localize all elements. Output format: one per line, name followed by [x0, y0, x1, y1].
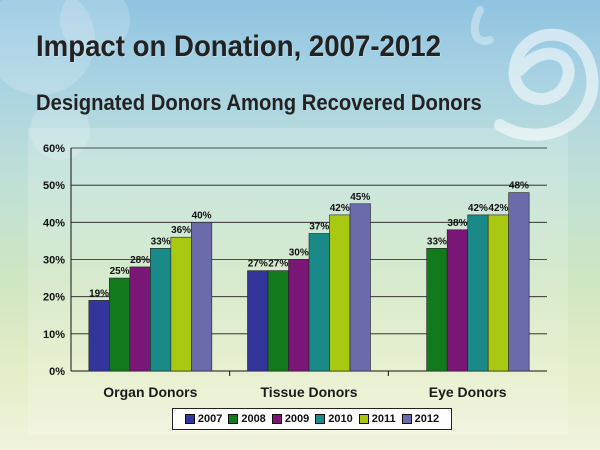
legend-label: 2008 [241, 413, 266, 425]
legend-item: 2011 [358, 413, 396, 425]
x-category-label: Eye Donors [429, 384, 507, 400]
bar [446, 229, 468, 372]
y-tick-label: 50% [43, 180, 65, 192]
data-label: 30% [289, 248, 309, 259]
bar [247, 270, 269, 372]
y-tick-label: 30% [43, 255, 65, 267]
data-label: 27% [248, 259, 268, 270]
bar [109, 277, 131, 372]
legend-swatch [358, 414, 369, 424]
data-label: 45% [350, 192, 370, 203]
legend-label: 2011 [371, 413, 396, 425]
bar [129, 266, 151, 372]
chart-area: 0% 10% 20% 30% 40% 50% 60% 19% 25% 28% 33% 36% 40% Or… [28, 128, 568, 435]
data-label: 28% [130, 255, 150, 266]
bar [170, 236, 192, 372]
data-label: 27% [268, 259, 288, 270]
bar [426, 248, 448, 372]
legend-item: 2009 [271, 413, 310, 425]
bar [349, 203, 371, 372]
bar [267, 270, 289, 372]
bar [288, 259, 310, 372]
bar [150, 248, 172, 372]
slide-subtitle: Designated Donors Among Recovered Donors [36, 90, 482, 115]
data-label: 40% [192, 210, 212, 221]
bar [329, 214, 351, 372]
y-tick-label: 10% [43, 329, 65, 341]
x-category-label: Tissue Donors [261, 384, 358, 400]
data-label: 42% [468, 203, 488, 214]
legend-swatch [315, 414, 326, 424]
bar-chart: 0%10%20%30%40%50%60%19%25%28%33%36%40%Or… [43, 143, 547, 400]
data-label: 48% [509, 181, 529, 192]
legend-swatch [184, 414, 195, 424]
bar [191, 222, 213, 372]
y-tick-label: 60% [43, 143, 65, 155]
legend-item: 2012 [401, 413, 440, 425]
legend-item: 2008 [228, 413, 266, 425]
bar [88, 300, 110, 372]
data-label: 42% [488, 203, 508, 214]
legend-item: 2007 [184, 413, 223, 425]
legend-item: 2010 [315, 413, 353, 425]
data-label: 36% [171, 225, 191, 236]
bar [508, 192, 530, 372]
legend-label: 2009 [284, 413, 310, 425]
data-label: 19% [89, 288, 109, 299]
bar [467, 214, 489, 372]
data-label: 42% [330, 203, 350, 214]
legend-swatch [401, 414, 412, 424]
bar [308, 233, 330, 372]
y-tick-label: 40% [43, 217, 65, 229]
data-label: 37% [309, 221, 329, 232]
legend-swatch [228, 414, 239, 424]
bar [487, 214, 509, 372]
legend-swatch [271, 414, 282, 424]
data-label: 33% [151, 236, 171, 247]
data-label: 38% [447, 218, 467, 229]
legend-label: 2012 [414, 413, 440, 425]
x-category-label: Organ Donors [103, 384, 197, 400]
y-tick-label: 0% [49, 366, 65, 378]
data-label: 33% [427, 236, 447, 247]
legend-label: 2007 [197, 413, 223, 425]
chart-legend: 2007 2008 2009 2010 2011 2012 [172, 408, 452, 430]
legend-label: 2010 [328, 413, 353, 425]
slide-title: Impact on Donation, 2007-2012 [36, 30, 441, 63]
data-label: 25% [110, 266, 130, 277]
y-tick-label: 20% [43, 292, 65, 304]
